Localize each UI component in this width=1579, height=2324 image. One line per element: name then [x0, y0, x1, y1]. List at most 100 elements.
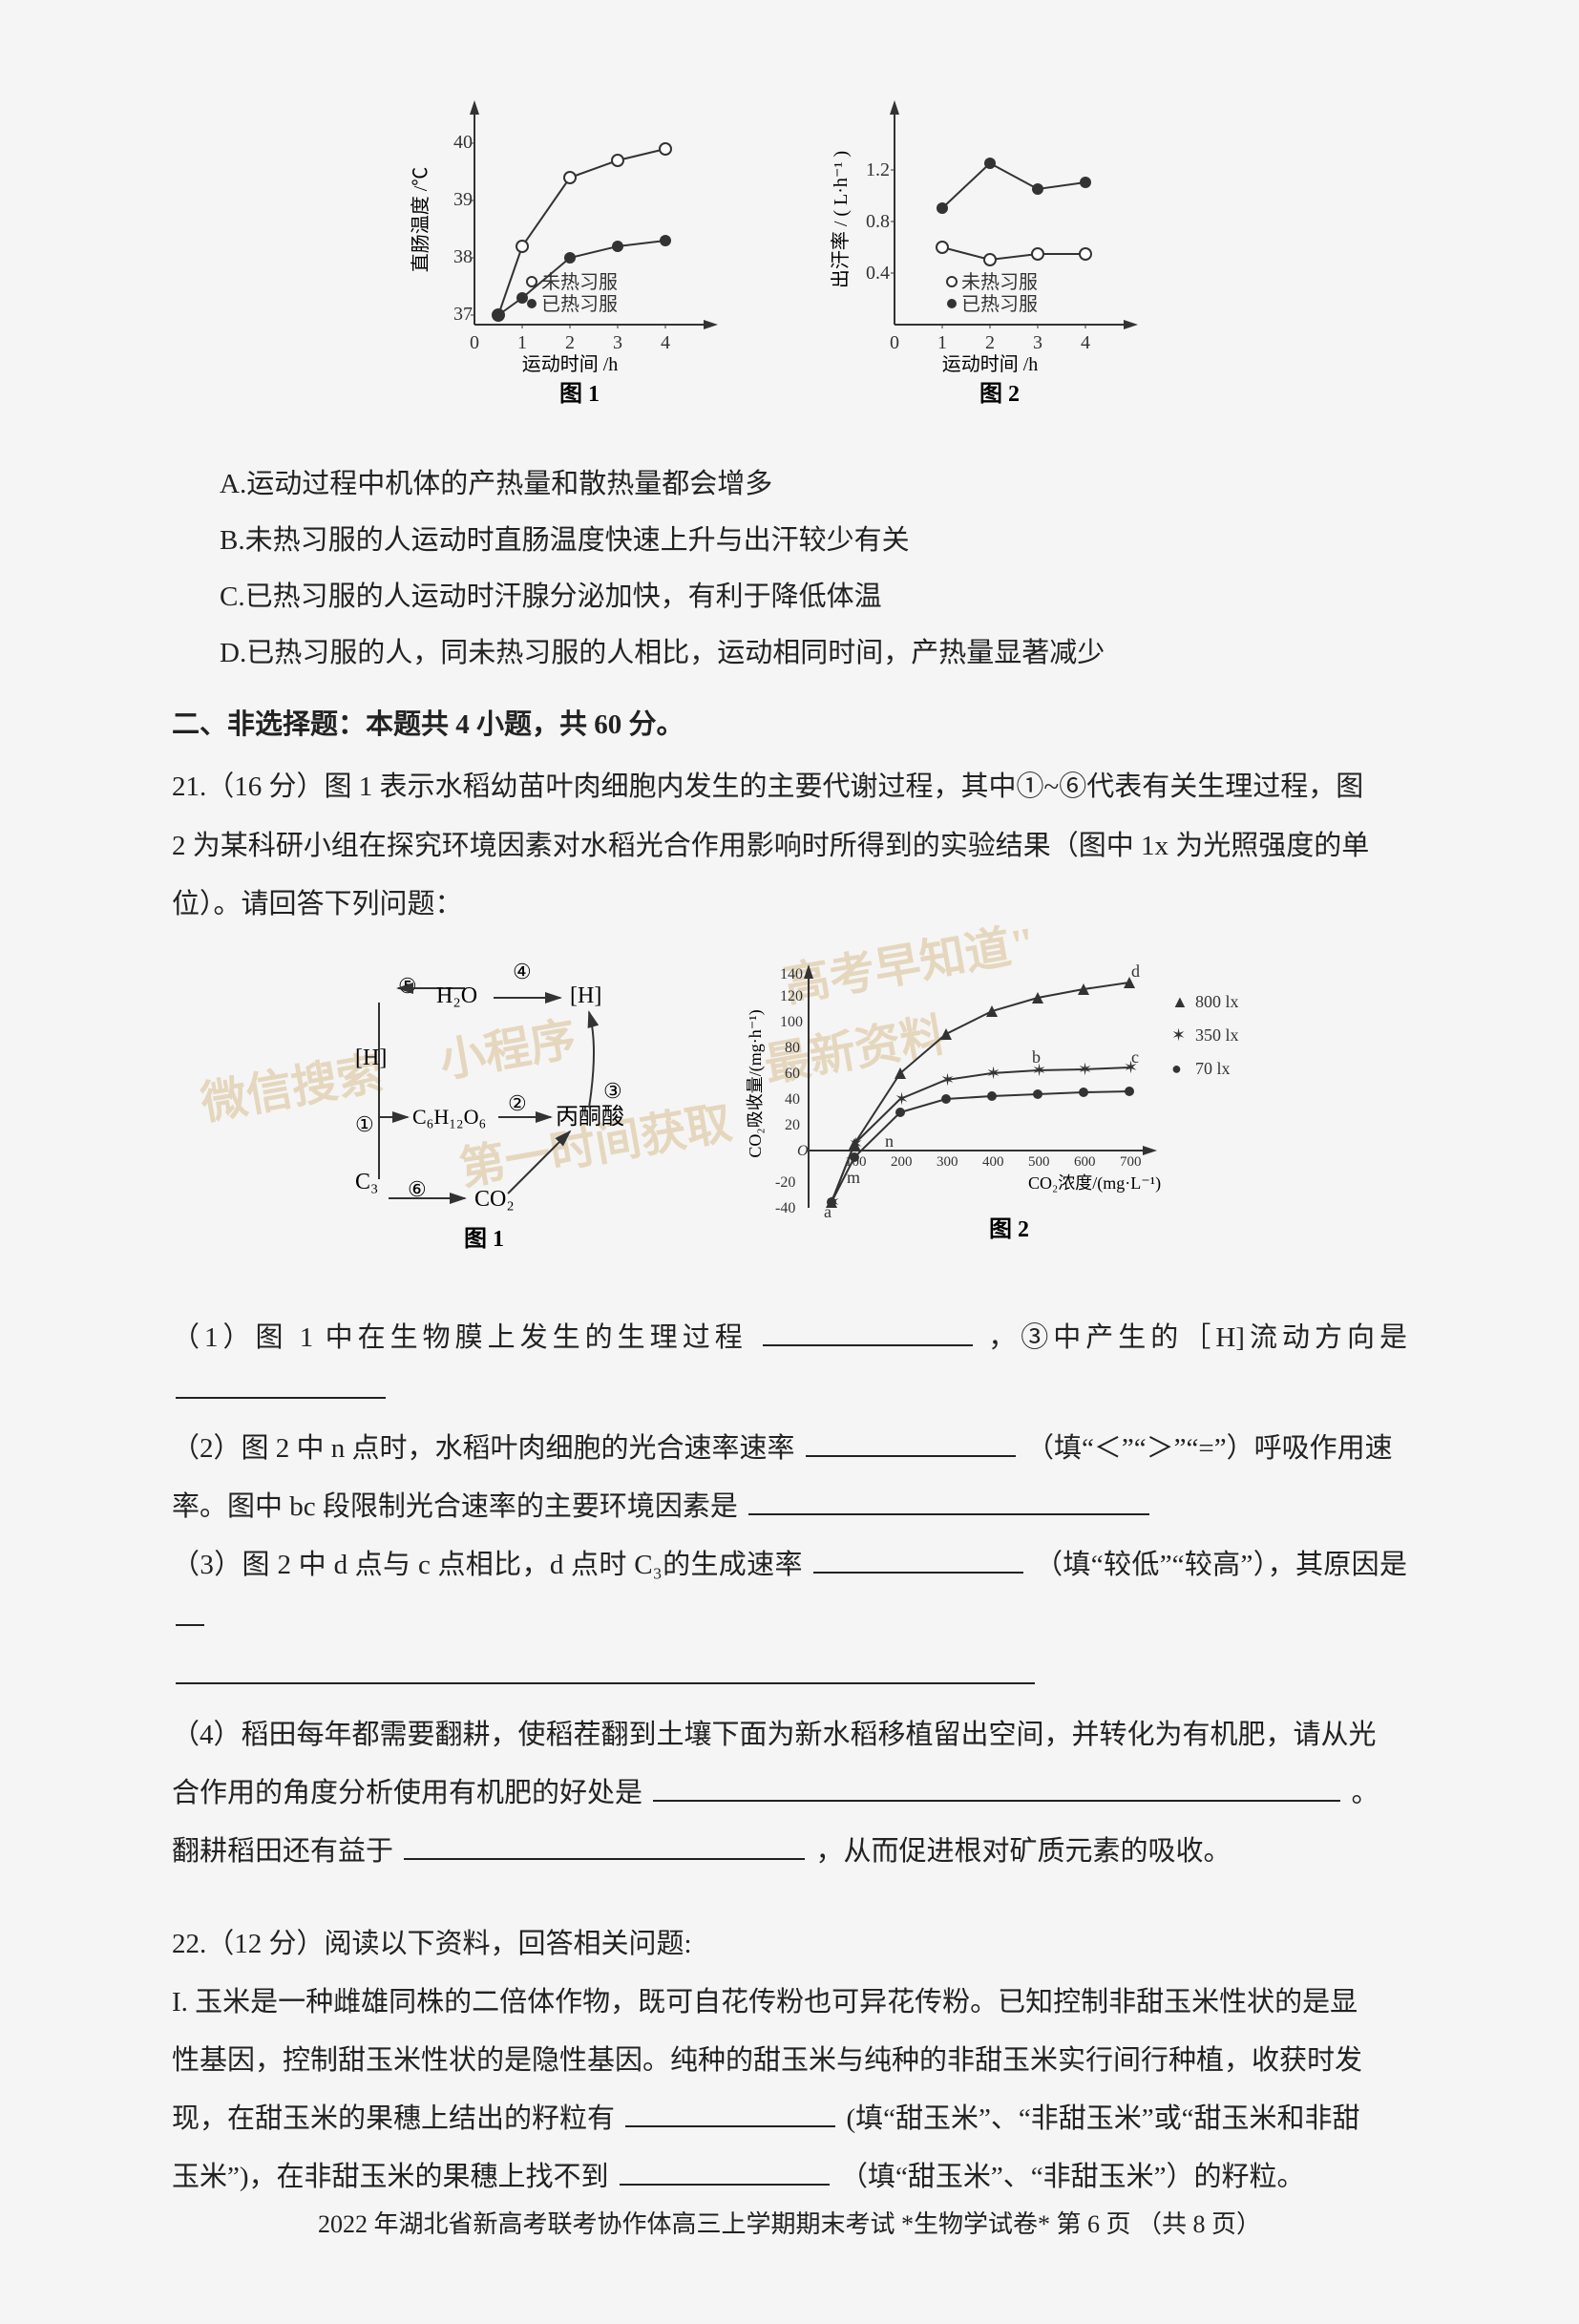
- svg-text:1.2: 1.2: [866, 159, 890, 180]
- chart-row: 直肠温度 /℃ 37 38 39 40 0 1 2 3 4: [172, 76, 1407, 420]
- svg-text:●: ●: [1171, 1059, 1182, 1078]
- svg-text:80: 80: [785, 1040, 800, 1056]
- svg-text:4: 4: [661, 332, 670, 353]
- svg-text:[H]: [H]: [355, 1046, 387, 1070]
- chart1-legend1: 未热习服: [541, 271, 618, 293]
- svg-text:700: 700: [1120, 1154, 1142, 1170]
- svg-text:0: 0: [890, 332, 899, 353]
- chart1-legend2: 已热习服: [541, 293, 618, 315]
- q21-4e: ，从而促进根对矿质元素的吸收。: [816, 1836, 1232, 1867]
- chart1-box: 直肠温度 /℃ 37 38 39 40 0 1 2 3 4: [408, 76, 751, 420]
- svg-text:400: 400: [982, 1154, 1004, 1170]
- diagram2-box: CO₂吸收量/(mg·h⁻¹) -40 -20 O 20 40 60 80 10…: [742, 950, 1276, 1283]
- options-block: A.运动过程中机体的产热量和散热量都会增多 B.未热习服的人运动时直肠温度快速上…: [172, 458, 1407, 680]
- section2-head: 二、非选择题：本题共 4 小题，共 60 分。: [172, 699, 1407, 751]
- q22-p3b: (填“甜玉米”、“非甜玉米”或“甜玉米和非甜: [847, 2103, 1360, 2134]
- svg-text:4: 4: [1081, 332, 1090, 353]
- chart2-caption: 图 2: [979, 381, 1020, 407]
- blank-21-3line[interactable]: [176, 1655, 1035, 1685]
- blank-22-1[interactable]: [625, 2097, 835, 2127]
- d2-leg3: 70 lx: [1195, 1059, 1231, 1078]
- q21-2c: 率。图中 bc 段限制光合速率的主要环境因素是: [172, 1491, 738, 1522]
- svg-text:✶: ✶: [986, 1064, 1000, 1083]
- svg-text:200: 200: [891, 1154, 913, 1170]
- svg-text:①: ①: [355, 1112, 374, 1136]
- q21-4b: 合作用的角度分析使用有机肥的好处是: [172, 1778, 642, 1808]
- blank-21-3a[interactable]: [813, 1543, 1023, 1574]
- svg-text:d: d: [1131, 961, 1140, 981]
- diagram-row: 高考早知道" 最新资料 微信搜索 小程序 第一时间获取 ⑤ H₂O ④ [H] …: [172, 950, 1407, 1283]
- option-d: D.已热习服的人，同未热习服的人相比，运动相同时间，产热量显著减少: [220, 627, 1407, 680]
- svg-text:2: 2: [985, 332, 995, 353]
- q21-stem2: 2 为某科研小组在探究环境因素对水稻光合作用影响时所得到的实验结果（图中 1x …: [172, 820, 1407, 873]
- chart2-legend1: 未热习服: [961, 271, 1038, 293]
- blank-21-2c[interactable]: [748, 1485, 1149, 1515]
- svg-text:O: O: [797, 1143, 809, 1159]
- svg-text:✶: ✶: [940, 1070, 955, 1089]
- q22-p4a: 玉米”)，在非甜玉米的果穗上找不到: [172, 2162, 609, 2192]
- svg-text:a: a: [824, 1202, 832, 1221]
- svg-text:40: 40: [785, 1091, 800, 1108]
- option-a: A.运动过程中机体的产热量和散热量都会增多: [220, 458, 1407, 511]
- svg-text:0.8: 0.8: [866, 211, 890, 232]
- svg-text:n: n: [885, 1131, 894, 1151]
- d2-leg1: 800 lx: [1195, 992, 1239, 1011]
- blank-21-4b[interactable]: [653, 1771, 1340, 1802]
- q21-1a: （1）图 1 中在生物膜上发生的生理过程: [172, 1322, 747, 1353]
- q22-head: 22.（12 分）阅读以下资料，回答相关问题:: [172, 1918, 1407, 1971]
- svg-text:40: 40: [453, 132, 473, 153]
- svg-text:1: 1: [517, 332, 527, 353]
- q21-4a: （4）稻田每年都需要翻耕，使稻茬翻到土壤下面为新水稻移植留出空间，并转化为有机肥…: [172, 1720, 1377, 1750]
- chart2-box: 出汗率 / ( L·h⁻¹ ) 0.4 0.8 1.2 0 1 2 3 4: [828, 76, 1171, 420]
- q21-3b: （填“较低”“较高”），其原因是: [1035, 1550, 1407, 1580]
- svg-text:500: 500: [1028, 1154, 1050, 1170]
- svg-text:[H]: [H]: [570, 983, 601, 1008]
- q21-4d: 翻耕稻田还有益于: [172, 1836, 393, 1867]
- svg-text:2: 2: [565, 332, 575, 353]
- q21-4c: 。: [1352, 1778, 1379, 1808]
- blank-21-1a[interactable]: [763, 1316, 973, 1346]
- blank-22-2[interactable]: [620, 2155, 830, 2186]
- svg-text:1: 1: [937, 332, 947, 353]
- blank-21-4d[interactable]: [404, 1829, 805, 1860]
- svg-text:39: 39: [453, 189, 473, 210]
- svg-text:-40: -40: [775, 1200, 795, 1216]
- q22-p1: I. 玉米是一种雌雄同株的二倍体作物，既可自花传粉也可异花传粉。已知控制非甜玉米…: [172, 1976, 1407, 2029]
- svg-text:▲: ▲: [1171, 992, 1189, 1011]
- q21-subs: （1）图 1 中在生物膜上发生的生理过程 ，③中产生的［H]流动方向是 （2）图…: [172, 1312, 1407, 1878]
- svg-text:100: 100: [780, 1014, 803, 1030]
- q21-stem1: 21.（16 分）图 1 表示水稻幼苗叶肉细胞内发生的主要代谢过程，其中①~⑥代…: [172, 761, 1407, 813]
- q21-block: 21.（16 分）图 1 表示水稻幼苗叶肉细胞内发生的主要代谢过程，其中①~⑥代…: [172, 761, 1407, 930]
- svg-text:c: c: [1131, 1047, 1139, 1067]
- q21-1b: ，③中产生的［H]流动方向是: [988, 1322, 1407, 1353]
- blank-21-1b[interactable]: [176, 1368, 386, 1399]
- svg-text:-20: -20: [775, 1174, 795, 1191]
- svg-text:600: 600: [1074, 1154, 1096, 1170]
- svg-text:300: 300: [937, 1154, 958, 1170]
- svg-text:②: ②: [508, 1091, 527, 1115]
- svg-text:CO₂吸收量/(mg·h⁻¹): CO₂吸收量/(mg·h⁻¹): [746, 1009, 766, 1157]
- svg-text:✶: ✶: [895, 1089, 909, 1109]
- svg-text:CO₂: CO₂: [474, 1187, 515, 1212]
- q21-stem3: 位）。请回答下列问题：: [172, 878, 1407, 931]
- q22-p2: 性基因，控制甜玉米性状的是隐性基因。纯种的甜玉米与纯种的非甜玉米实行间行种植，收…: [172, 2035, 1407, 2087]
- q22-p4b: （填“甜玉米”、“非甜玉米”）的籽粒。: [840, 2162, 1305, 2192]
- chart2-ylabel: 出汗率 / ( L·h⁻¹ ): [830, 151, 852, 288]
- svg-text:140: 140: [780, 966, 803, 982]
- svg-text:60: 60: [785, 1066, 800, 1082]
- d2-leg2: 350 lx: [1195, 1025, 1239, 1045]
- svg-text:3: 3: [1033, 332, 1042, 353]
- q22-block: 22.（12 分）阅读以下资料，回答相关问题: I. 玉米是一种雌雄同株的二倍体…: [172, 1918, 1407, 2204]
- option-b: B.未热习服的人运动时直肠温度快速上升与出汗较少有关: [220, 515, 1407, 567]
- option-c: C.已热习服的人运动时汗腺分泌加快，有利于降低体温: [220, 571, 1407, 623]
- svg-text:⑤: ⑤: [398, 974, 417, 998]
- chart1-caption: 图 1: [559, 381, 600, 407]
- blank-21-2a[interactable]: [806, 1426, 1016, 1457]
- svg-text:H₂O: H₂O: [436, 983, 477, 1008]
- chart1-ylabel: 直肠温度 /℃: [410, 167, 432, 273]
- svg-text:0: 0: [470, 332, 479, 353]
- svg-text:120: 120: [780, 988, 803, 1004]
- q21-3a: （3）图 2 中 d 点与 c 点相比，d 点时 C₃的生成速率: [172, 1550, 803, 1580]
- blank-21-3tail[interactable]: [176, 1595, 204, 1626]
- svg-text:C₆H₁₂O₆: C₆H₁₂O₆: [412, 1105, 486, 1129]
